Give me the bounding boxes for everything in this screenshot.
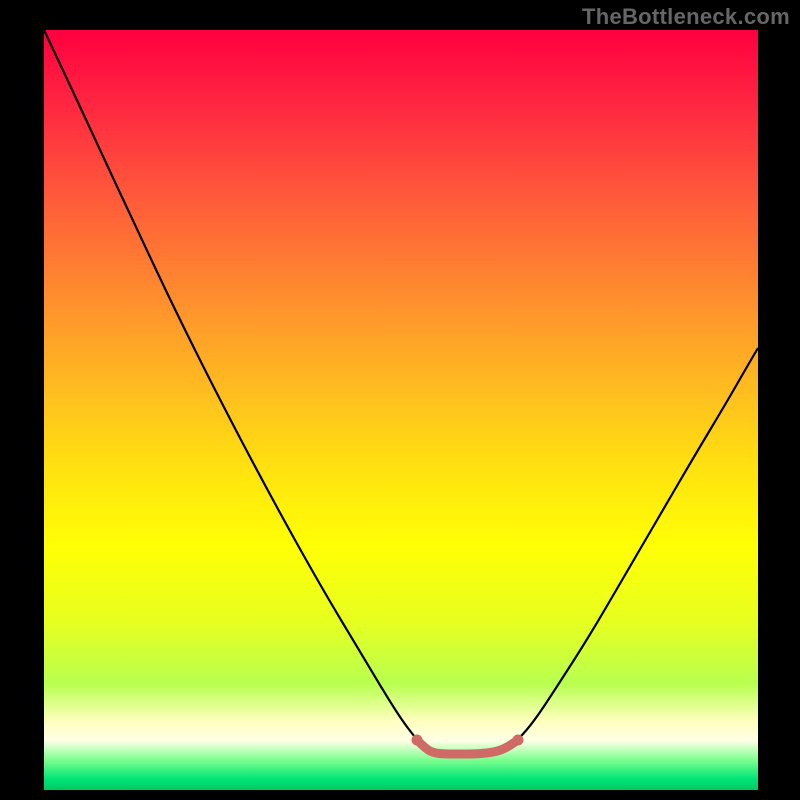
watermark-text: TheBottleneck.com [582, 4, 790, 30]
chart-container: TheBottleneck.com [0, 0, 800, 800]
plot-gradient-background [44, 30, 758, 790]
bottleneck-chart [0, 0, 800, 800]
